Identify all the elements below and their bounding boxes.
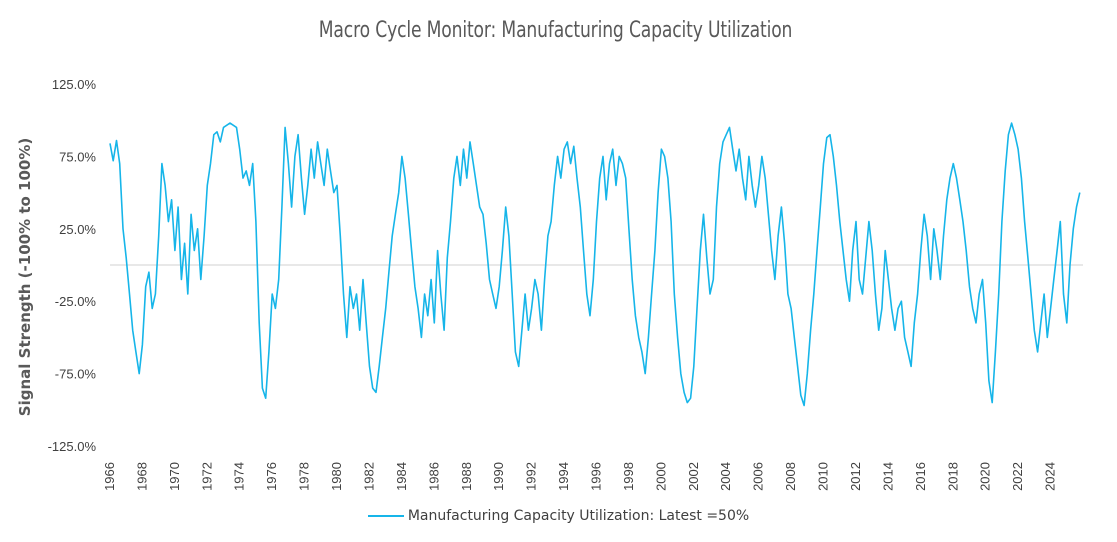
y-tick-label: 125.0% bbox=[52, 77, 97, 92]
x-tick-label: 2022 bbox=[1010, 462, 1025, 491]
x-tick-label: 2020 bbox=[978, 462, 993, 491]
legend: Manufacturing Capacity Utilization: Late… bbox=[0, 508, 1117, 524]
x-tick-label: 1986 bbox=[426, 462, 441, 491]
legend-label: Manufacturing Capacity Utilization: Late… bbox=[407, 508, 750, 524]
x-tick-label: 2000 bbox=[653, 462, 668, 491]
x-tick-label: 2002 bbox=[686, 462, 701, 491]
x-tick-label: 1980 bbox=[329, 462, 344, 491]
x-tick-label: 1984 bbox=[394, 462, 409, 491]
y-tick-label: -125.0% bbox=[48, 439, 97, 454]
legend-swatch bbox=[367, 515, 404, 517]
x-tick-label: 2018 bbox=[945, 462, 960, 491]
x-tick-label: 1990 bbox=[491, 462, 506, 491]
x-tick-label: 1992 bbox=[524, 462, 539, 491]
x-tick-label: 1966 bbox=[102, 462, 117, 491]
x-tick-label: 1982 bbox=[361, 462, 376, 491]
x-tick-label: 1968 bbox=[134, 462, 149, 491]
x-tick-label: 2012 bbox=[848, 462, 863, 491]
x-tick-label: 1976 bbox=[264, 462, 279, 491]
x-tick-label: 2024 bbox=[1043, 462, 1058, 491]
x-tick-label: 2014 bbox=[880, 462, 895, 491]
y-tick-label: -75.0% bbox=[55, 367, 97, 382]
chart-title: Macro Cycle Monitor: Manufacturing Capac… bbox=[318, 18, 793, 43]
x-tick-label: 1974 bbox=[232, 462, 247, 491]
x-tick-label: 1972 bbox=[199, 462, 214, 491]
x-tick-label: 1998 bbox=[621, 462, 636, 491]
x-tick-label: 1978 bbox=[297, 462, 312, 491]
y-tick-label: 75.0% bbox=[59, 149, 96, 164]
x-tick-label: 2004 bbox=[718, 462, 733, 491]
y-axis-label: Signal Strength (-100% to 100%) bbox=[16, 138, 34, 416]
x-axis-ticks: 1966 1968 1970 1972 1974 1976 1978 1980 1982 1984… bbox=[102, 462, 1058, 491]
x-tick-label: 2016 bbox=[913, 462, 928, 491]
y-axis-ticks: 125.0% 75.0% 25.0% -25.0% -75.0% -125.0% bbox=[48, 77, 97, 454]
x-tick-label: 2010 bbox=[816, 462, 831, 491]
y-tick-label: -25.0% bbox=[55, 294, 97, 309]
x-tick-label: 1994 bbox=[556, 462, 571, 491]
x-tick-label: 2006 bbox=[751, 462, 766, 491]
x-tick-label: 2008 bbox=[783, 462, 798, 491]
x-tick-label: 1996 bbox=[589, 462, 604, 491]
series-line-capacity-utilization bbox=[109, 122, 1081, 407]
x-tick-label: 1970 bbox=[167, 462, 182, 491]
x-tick-label: 1988 bbox=[459, 462, 474, 491]
y-tick-label: 25.0% bbox=[59, 222, 96, 237]
